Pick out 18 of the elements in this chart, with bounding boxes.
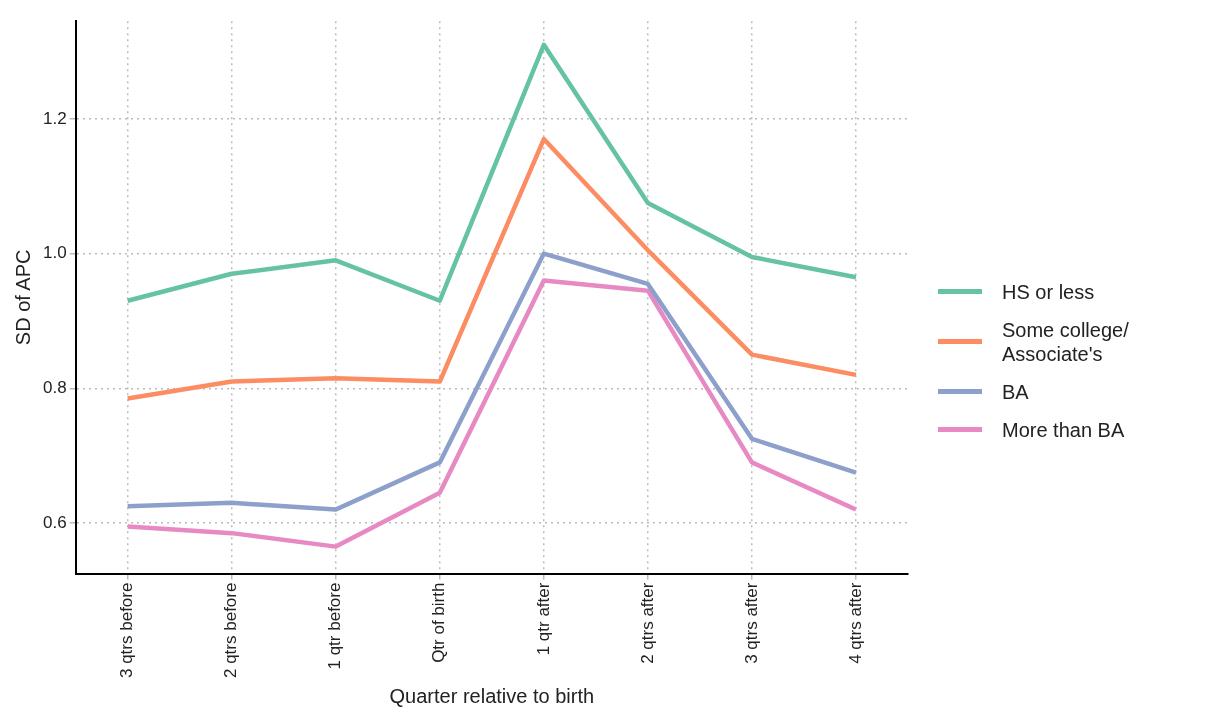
x-tick-label: 2 qtrs after: [637, 582, 657, 664]
legend-label: Some college/ Associate's: [1002, 317, 1129, 366]
x-tick-label: 3 qtrs before: [117, 582, 137, 679]
x-tick-label: Qtr of birth: [429, 582, 449, 663]
x-tick-label: 4 qtrs after: [845, 582, 865, 664]
x-axis-title: Quarter relative to birth: [389, 684, 595, 707]
x-tick-label: 1 qtr before: [325, 582, 345, 670]
y-tick-label: 0.8: [42, 378, 67, 397]
y-tick-label: 1.0: [42, 243, 67, 263]
x-tick-label: 3 qtrs after: [741, 582, 761, 664]
legend-label: HS or less: [1002, 279, 1095, 304]
y-tick-label: 0.6: [42, 512, 67, 532]
y-axis-title: SD of APC: [11, 249, 34, 346]
legend-label: BA: [1002, 379, 1029, 404]
x-tick-label: 1 qtr after: [533, 582, 553, 656]
y-tick-label: 1.2: [42, 108, 67, 128]
legend-label: More than BA: [1002, 417, 1125, 442]
x-tick-label: 2 qtrs before: [221, 582, 241, 679]
